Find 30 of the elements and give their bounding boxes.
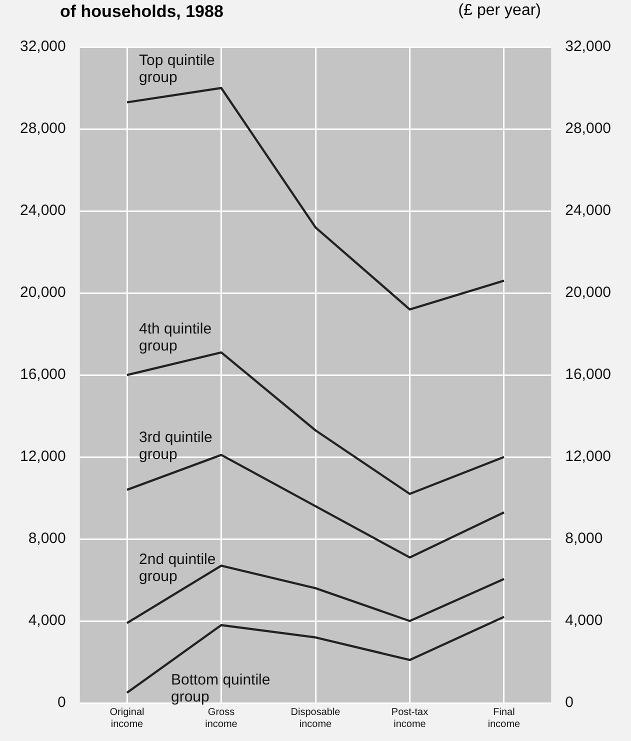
y2-tick-label: 16,000: [565, 366, 612, 384]
y2-tick-label: 12,000: [565, 448, 612, 466]
series-label: 4th quintile group: [139, 320, 212, 354]
y-tick-label: 24,000: [20, 202, 66, 220]
y2-tick-label: 28,000: [565, 120, 612, 138]
y-tick-label: 12,000: [20, 448, 66, 466]
y-tick-label: 4,000: [28, 612, 66, 630]
y-tick-label: 16,000: [20, 366, 66, 384]
y2-tick-label: 20,000: [565, 284, 612, 302]
chart-title: of households, 1988: [60, 2, 224, 22]
y-tick-label: 0: [58, 694, 66, 712]
x-tick-label: Gross income: [205, 706, 238, 730]
y2-axis-title: (£ per year): [458, 2, 541, 20]
y2-tick-label: 0: [565, 694, 574, 712]
y-tick-label: 8,000: [28, 530, 66, 548]
y2-tick-label: 24,000: [565, 202, 612, 220]
x-tick-label: Original income: [110, 706, 144, 730]
series-label: 2nd quintile group: [139, 550, 216, 585]
y2-tick-label: 8,000: [565, 530, 603, 548]
y2-tick-label: 4,000: [565, 612, 603, 630]
series-label: Top quintile group: [139, 52, 215, 86]
x-tick-label: Disposable income: [290, 706, 341, 730]
x-tick-label: Final income: [488, 706, 521, 730]
y-tick-label: 32,000: [20, 38, 66, 56]
y-tick-label: 28,000: [20, 120, 66, 138]
y2-tick-label: 32,000: [565, 38, 612, 56]
y-tick-label: 20,000: [20, 284, 66, 302]
series-label: Bottom quintile group: [171, 672, 270, 706]
series-label: 3rd quintile group: [139, 429, 212, 464]
x-tick-label: Post-tax income: [391, 706, 428, 730]
